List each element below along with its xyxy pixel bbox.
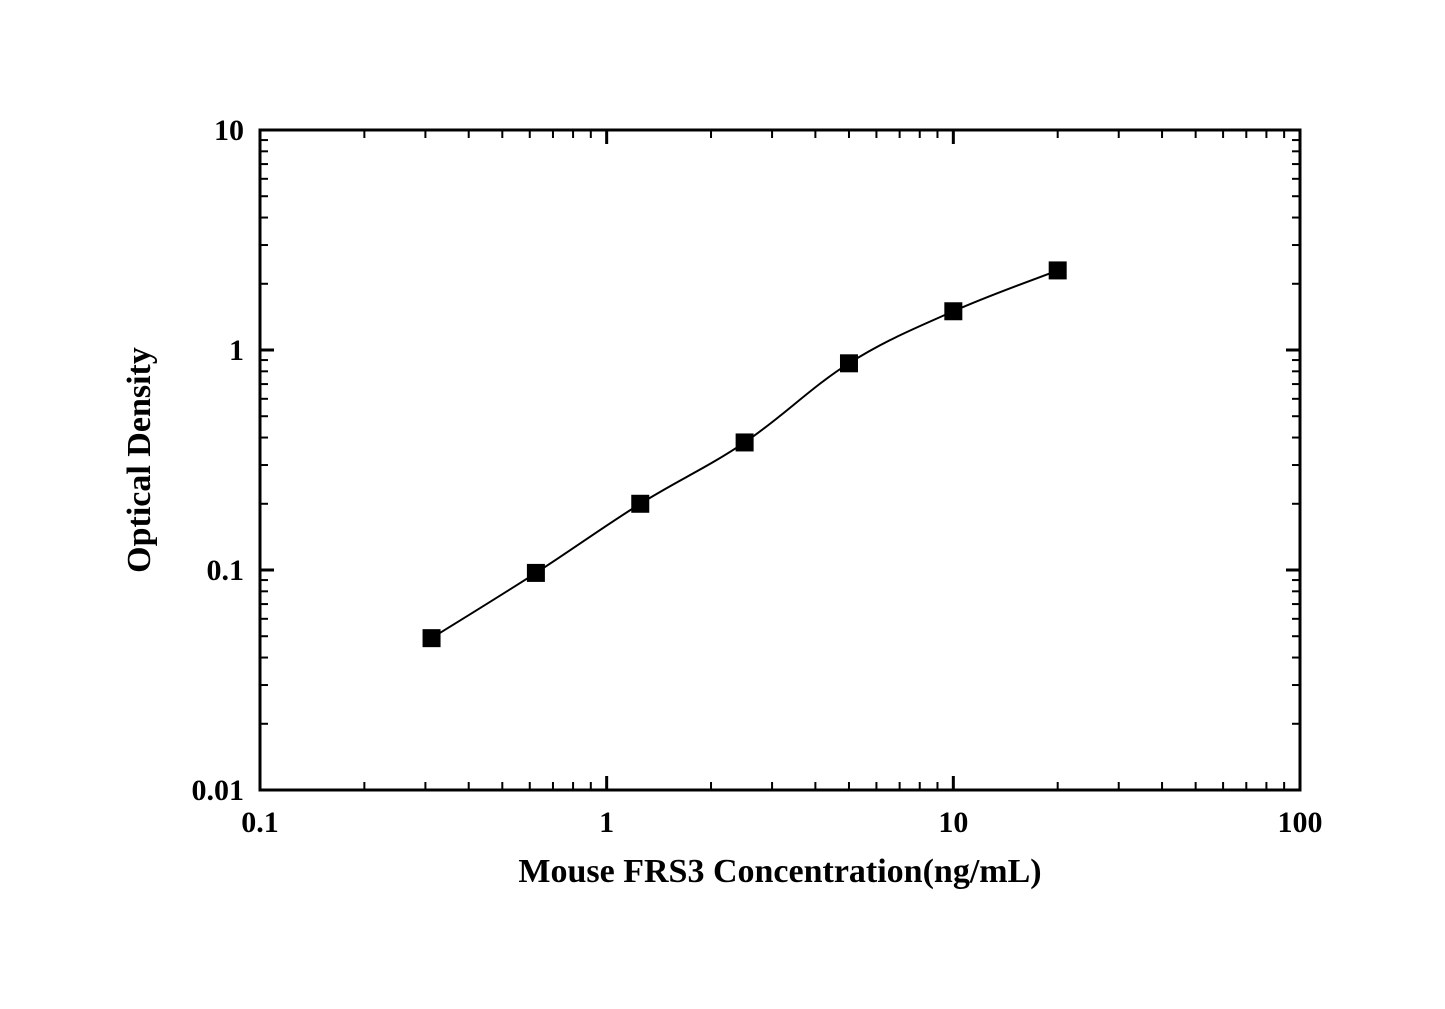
chart-svg: 0.11101000.010.1110Mouse FRS3 Concentrat…: [0, 0, 1445, 1009]
x-tick-label: 10: [938, 806, 968, 839]
y-axis-label: Optical Density: [121, 347, 158, 573]
x-tick-label: 1: [599, 806, 614, 839]
data-marker: [1049, 261, 1067, 279]
data-marker: [631, 495, 649, 513]
data-marker: [840, 354, 858, 372]
data-marker: [527, 564, 545, 582]
y-tick-label: 10: [214, 114, 244, 147]
x-tick-label: 0.1: [241, 806, 279, 839]
y-tick-label: 0.1: [207, 554, 245, 587]
data-marker: [736, 433, 754, 451]
chart-container: 0.11101000.010.1110Mouse FRS3 Concentrat…: [0, 0, 1445, 1009]
x-axis-label: Mouse FRS3 Concentration(ng/mL): [518, 853, 1041, 890]
y-tick-label: 0.01: [192, 774, 245, 807]
data-marker: [944, 302, 962, 320]
x-tick-label: 100: [1278, 806, 1323, 839]
y-tick-label: 1: [229, 334, 244, 367]
data-marker: [423, 629, 441, 647]
